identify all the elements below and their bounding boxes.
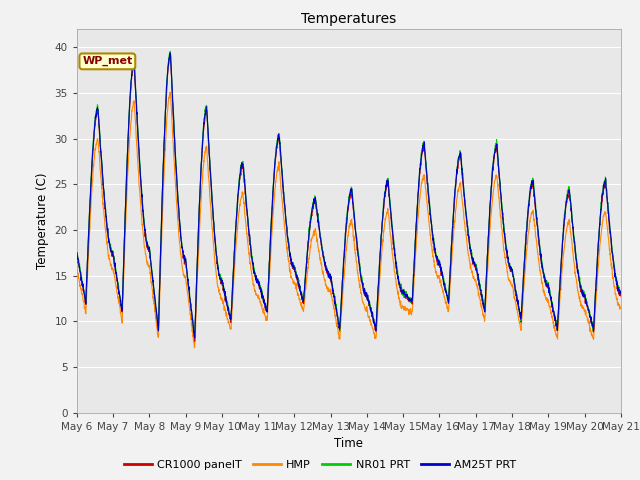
Legend: CR1000 panelT, HMP, NR01 PRT, AM25T PRT: CR1000 panelT, HMP, NR01 PRT, AM25T PRT	[119, 456, 521, 474]
X-axis label: Time: Time	[334, 437, 364, 450]
Text: WP_met: WP_met	[82, 56, 132, 67]
Title: Temperatures: Temperatures	[301, 12, 396, 26]
Y-axis label: Temperature (C): Temperature (C)	[36, 172, 49, 269]
